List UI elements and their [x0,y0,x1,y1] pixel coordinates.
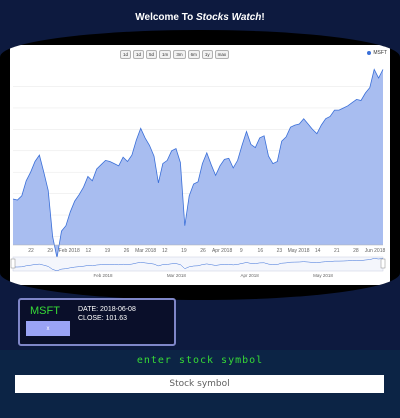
range-button[interactable]: 1d [133,50,145,59]
x-tick-label: 9 [240,248,243,254]
chart-stage: 1d 1d 5d 1m 3m 6m 1y max MSFT 8688909294… [0,30,400,300]
x-tick-label: 26 [200,248,206,254]
navigator [12,256,384,272]
remove-symbol-button[interactable]: x [26,321,70,336]
brand-name: Stocks Watch [196,11,262,23]
range-button[interactable]: 5d [146,50,158,59]
page-header: Welcome To Stocks Watch! [0,0,400,34]
x-tick-label: 26 [124,248,130,254]
quote-panel: MSFT DATE: 2018-06-08 CLOSE: 101.63 x [18,298,176,346]
range-button[interactable]: max [214,50,230,59]
x-tick-label: Mar 2018 [135,248,156,254]
x-tick-label: Feb 2018 [59,248,80,254]
x-tick-label: 14 [315,248,321,254]
x-tick-label: 16 [258,248,264,254]
x-tick-label: 28 [353,248,359,254]
quote-details: DATE: 2018-06-08 CLOSE: 101.63 [78,305,136,323]
navigator-handle-left [10,258,16,269]
quote-symbol: MSFT [30,305,60,317]
x-tick-label: 12 [86,248,92,254]
symbol-input[interactable] [15,375,384,393]
navigator-label: Apr 2018 [241,273,260,278]
navigator-label: Feb 2018 [93,273,113,278]
navigator-line [13,258,384,272]
x-tick-label: 19 [181,248,187,254]
x-tick-label: Jun 2018 [365,248,386,254]
legend-label: MSFT [373,50,387,56]
navigator-handle-right [380,258,386,269]
navigator-label: Mar 2018 [167,273,187,278]
x-tick-label: 19 [105,248,111,254]
x-tick-label: 29 [47,248,53,254]
range-button[interactable]: 1m [159,50,172,59]
price-line [12,68,384,258]
quote-close: CLOSE: 101.63 [78,315,128,322]
chart-legend[interactable]: MSFT [367,50,387,56]
stock-chart: 1d 1d 5d 1m 3m 6m 1y max MSFT 8688909294… [10,45,390,285]
x-tick-label: 21 [334,248,340,254]
x-tick-label: Apr 2018 [212,248,233,254]
range-button[interactable]: 6m [187,50,200,59]
x-tick-label: 22 [28,248,34,254]
x-tick-label: 23 [277,248,283,254]
legend-marker-icon [367,51,372,55]
welcome-text: Welcome To [135,11,194,23]
quote-date: DATE: 2018-06-08 [78,306,136,313]
range-button[interactable]: 1d [120,50,132,59]
range-selector: 1d 1d 5d 1m 3m 6m 1y max [120,50,230,59]
range-button[interactable]: 3m [173,50,186,59]
price-area [13,69,383,258]
x-tick-label: 12 [162,248,168,254]
bang: ! [261,11,265,23]
x-tick-label: May 2018 [288,248,310,254]
enter-symbol-label: enter stock symbol [136,355,264,366]
range-button[interactable]: 1y [201,50,213,59]
navigator-label: May 2018 [313,273,333,278]
